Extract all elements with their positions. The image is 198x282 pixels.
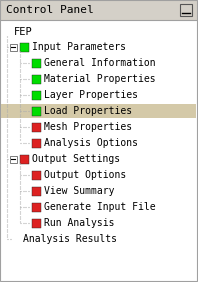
Bar — [10, 43, 16, 50]
Text: Generate Input File: Generate Input File — [44, 202, 156, 212]
Text: Analysis Options: Analysis Options — [44, 138, 138, 148]
Text: Load Properties: Load Properties — [44, 106, 132, 116]
Bar — [32, 171, 41, 180]
Text: Material Properties: Material Properties — [44, 74, 156, 84]
Text: Input Parameters: Input Parameters — [32, 42, 126, 52]
Bar — [32, 138, 41, 147]
Text: Output Options: Output Options — [44, 170, 126, 180]
Text: Output Settings: Output Settings — [32, 154, 120, 164]
Bar — [32, 186, 41, 195]
Bar — [32, 58, 41, 67]
Bar — [32, 122, 41, 131]
Bar — [32, 202, 41, 212]
Bar — [180, 4, 192, 16]
Text: Mesh Properties: Mesh Properties — [44, 122, 132, 132]
Bar — [32, 219, 41, 228]
Bar — [20, 155, 29, 164]
Bar — [1, 104, 196, 118]
Bar — [32, 107, 41, 116]
Text: Control Panel: Control Panel — [6, 5, 94, 15]
Bar — [20, 43, 29, 52]
Bar — [10, 155, 16, 162]
Text: Layer Properties: Layer Properties — [44, 90, 138, 100]
Text: Analysis Results: Analysis Results — [23, 234, 117, 244]
Text: Run Analysis: Run Analysis — [44, 218, 114, 228]
Bar — [0, 0, 198, 20]
Text: General Information: General Information — [44, 58, 156, 68]
Bar — [32, 91, 41, 100]
Text: FEP: FEP — [14, 27, 33, 37]
Text: View Summary: View Summary — [44, 186, 114, 196]
Bar — [32, 74, 41, 83]
